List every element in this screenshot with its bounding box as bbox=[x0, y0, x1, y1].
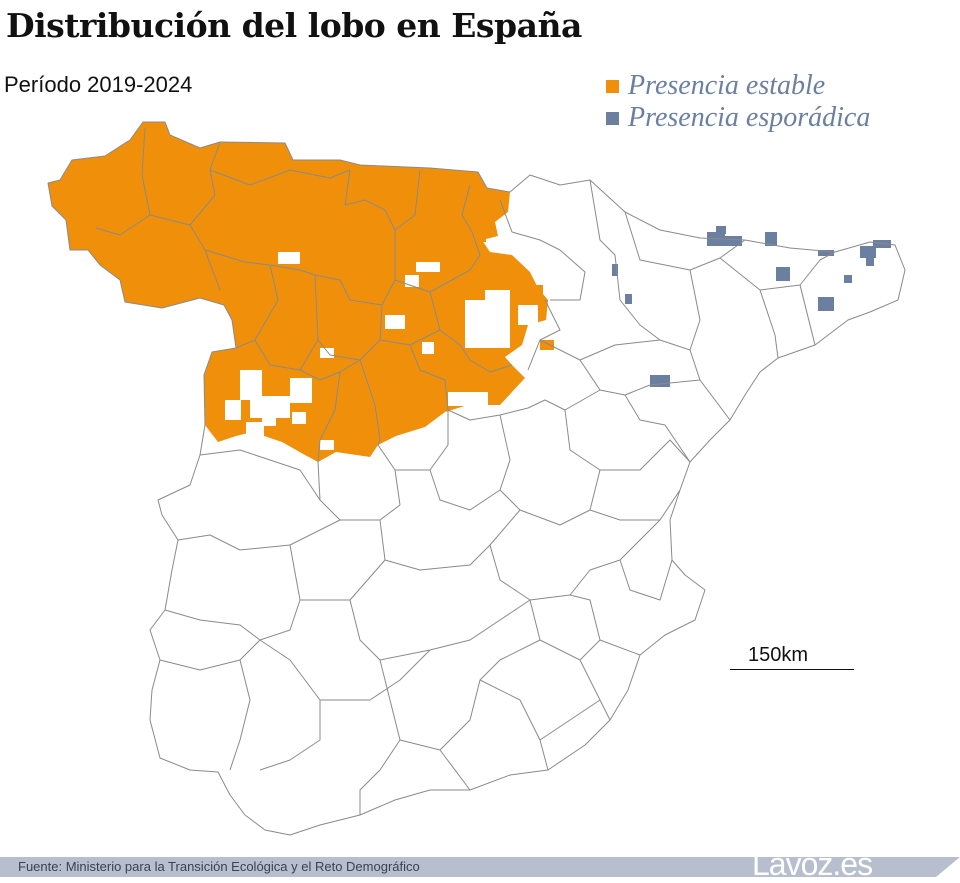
scale-bar bbox=[730, 669, 854, 670]
map-title: Distribución del lobo en España bbox=[6, 6, 582, 45]
legend-label-sporadic: Presencia esporádica bbox=[628, 102, 871, 133]
legend-swatch-stable bbox=[606, 79, 619, 93]
map-legend: Presencia estable Presencia esporádica bbox=[606, 70, 870, 134]
stable-presence-area bbox=[48, 122, 554, 462]
legend-swatch-sporadic bbox=[606, 111, 619, 125]
sporadic-presence-area bbox=[612, 226, 891, 387]
stable-area-gaps bbox=[225, 252, 538, 450]
map-subtitle: Período 2019-2024 bbox=[4, 72, 193, 97]
scale-label: 150km bbox=[748, 644, 809, 666]
legend-item-sporadic: Presencia esporádica bbox=[606, 102, 870, 134]
brand-logo: Lavoz.es bbox=[752, 846, 873, 882]
source-credit: Fuente: Ministerio para la Transición Ec… bbox=[18, 859, 420, 874]
province-borders bbox=[47, 121, 906, 836]
legend-item-stable: Presencia estable bbox=[606, 70, 870, 102]
footer-bar bbox=[0, 857, 960, 877]
legend-label-stable: Presencia estable bbox=[628, 70, 826, 101]
